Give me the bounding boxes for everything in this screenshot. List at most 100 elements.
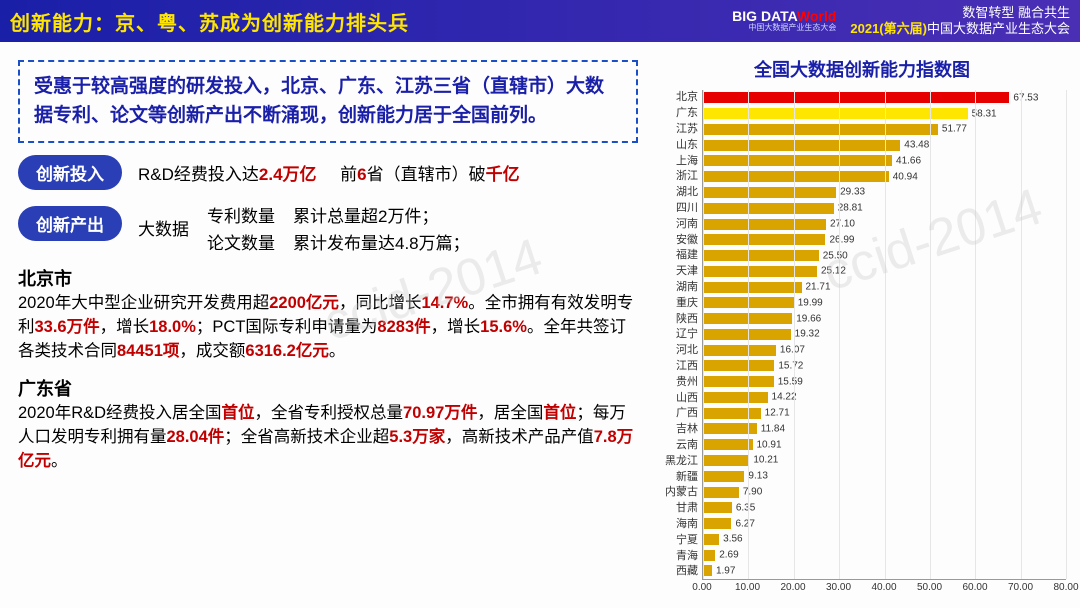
y-label: 辽宁 xyxy=(658,329,698,340)
bar: 25.12 xyxy=(703,266,817,277)
bar-value: 15.72 xyxy=(778,360,803,371)
bar-value: 2.69 xyxy=(719,550,738,561)
bar: 58.31 xyxy=(703,108,968,119)
bar: 40.94 xyxy=(703,171,889,182)
y-label: 上海 xyxy=(658,156,698,167)
bar-value: 21.71 xyxy=(806,282,831,293)
y-label: 海南 xyxy=(658,519,698,530)
y-label: 天津 xyxy=(658,266,698,277)
bar: 15.72 xyxy=(703,360,774,371)
y-label: 江苏 xyxy=(658,124,698,135)
grid-line xyxy=(930,90,931,579)
bar-value: 19.32 xyxy=(795,329,820,340)
conference-info: 数智转型 融合共生 2021(第六届)中国大数据产业生态大会 xyxy=(850,5,1070,38)
bar-value: 15.59 xyxy=(778,376,803,387)
bar: 16.07 xyxy=(703,345,776,356)
y-label: 宁夏 xyxy=(658,535,698,546)
bar-value: 67.53 xyxy=(1013,92,1038,103)
grid-line xyxy=(748,90,749,579)
y-label: 四川 xyxy=(658,203,698,214)
grid-line xyxy=(1021,90,1022,579)
x-tick: 70.00 xyxy=(1008,582,1033,593)
grid-line xyxy=(839,90,840,579)
conf-line1: 数智转型 融合共生 xyxy=(850,5,1070,21)
chart-title: 全国大数据创新能力指数图 xyxy=(658,56,1066,82)
y-label: 内蒙古 xyxy=(658,487,698,498)
innovation-output-row: 创新产出 大数据 专利数量 累计总量超2万件； 论文数量 累计发布量达4.8万篇… xyxy=(18,202,638,254)
bar-value: 28.81 xyxy=(838,203,863,214)
x-tick: 50.00 xyxy=(917,582,942,593)
y-label: 山东 xyxy=(658,140,698,151)
grid-line xyxy=(975,90,976,579)
plot-area: 67.5358.3151.7743.4841.6640.9429.3328.81… xyxy=(702,90,1066,580)
guangdong-desc: 2020年R&D经费投入居全国首位，全省专利授权总量70.97万件，居全国首位；… xyxy=(18,402,638,474)
beijing-name: 北京市 xyxy=(18,266,638,292)
bar: 26.99 xyxy=(703,234,825,245)
y-label: 山西 xyxy=(658,393,698,404)
bar-value: 26.99 xyxy=(829,234,854,245)
slide-title: 创新能力：京、粤、苏成为创新能力排头兵 xyxy=(10,7,409,36)
bar: 51.77 xyxy=(703,124,938,135)
y-label: 云南 xyxy=(658,440,698,451)
bar: 27.10 xyxy=(703,219,826,230)
patent-value: 累计总量超2万件； xyxy=(293,202,470,227)
beijing-block: 北京市 2020年大中型企业研究开发费用超2200亿元，同比增长14.7%。全市… xyxy=(18,266,638,364)
bar: 25.50 xyxy=(703,250,819,261)
bar: 12.71 xyxy=(703,408,761,419)
innovation-input-row: 创新投入 R&D经费投入达2.4万亿 前6省（直辖市）破千亿 xyxy=(18,155,638,190)
bar-value: 25.12 xyxy=(821,266,846,277)
bar-value: 6.35 xyxy=(736,502,755,513)
bar-value: 6.27 xyxy=(735,518,754,529)
x-tick: 20.00 xyxy=(780,582,805,593)
grid-line xyxy=(794,90,795,579)
x-tick: 40.00 xyxy=(871,582,896,593)
main: 受惠于较高强度的研发投入，北京、广东、江苏三省（直辖市）大数据专利、论文等创新产… xyxy=(0,42,1080,608)
y-label: 河北 xyxy=(658,345,698,356)
paper-label: 论文数量 xyxy=(207,229,275,254)
bar: 6.27 xyxy=(703,518,731,529)
grid-line xyxy=(703,90,704,579)
chart: 北京广东江苏山东上海浙江湖北四川河南安徽福建天津湖南重庆陕西辽宁河北江西贵州山西… xyxy=(658,90,1066,580)
grid-line xyxy=(1066,90,1067,579)
header-right: BIG DATAWorld 中国大数据产业生态大会 数智转型 融合共生 2021… xyxy=(732,5,1070,38)
bar: 1.97 xyxy=(703,565,712,576)
bar: 29.33 xyxy=(703,187,836,198)
left-column: 受惠于较高强度的研发投入，北京、广东、江苏三省（直辖市）大数据专利、论文等创新产… xyxy=(0,42,650,608)
guangdong-name: 广东省 xyxy=(18,376,638,402)
bar: 10.91 xyxy=(703,439,753,450)
bar-value: 1.97 xyxy=(716,565,735,576)
summary-box: 受惠于较高强度的研发投入，北京、广东、江苏三省（直辖市）大数据专利、论文等创新产… xyxy=(18,60,638,143)
bar: 43.48 xyxy=(703,140,900,151)
y-label: 江西 xyxy=(658,361,698,372)
pill-output: 创新产出 xyxy=(18,206,122,241)
y-label: 新疆 xyxy=(658,472,698,483)
bar-value: 7.90 xyxy=(743,487,762,498)
slide-header: 创新能力：京、粤、苏成为创新能力排头兵 BIG DATAWorld 中国大数据产… xyxy=(0,0,1080,42)
y-label: 湖北 xyxy=(658,187,698,198)
bar: 28.81 xyxy=(703,203,834,214)
paper-value: 累计发布量达4.8万篇； xyxy=(293,229,470,254)
right-column: 全国大数据创新能力指数图 北京广东江苏山东上海浙江湖北四川河南安徽福建天津湖南重… xyxy=(650,42,1080,608)
bar: 19.32 xyxy=(703,329,791,340)
bar-value: 40.94 xyxy=(893,171,918,182)
y-label: 河南 xyxy=(658,219,698,230)
logo: BIG DATAWorld 中国大数据产业生态大会 xyxy=(732,9,836,33)
bar: 10.21 xyxy=(703,455,749,466)
bar-value: 9.13 xyxy=(748,471,767,482)
output-grid: 大数据 专利数量 累计总量超2万件； 论文数量 累计发布量达4.8万篇； xyxy=(138,202,470,254)
bar-value: 43.48 xyxy=(904,140,929,151)
conf-year: 2021(第六届) xyxy=(850,21,927,36)
y-label: 北京 xyxy=(658,92,698,103)
y-label: 福建 xyxy=(658,250,698,261)
y-label: 青海 xyxy=(658,551,698,562)
x-tick: 60.00 xyxy=(962,582,987,593)
y-label: 甘肃 xyxy=(658,503,698,514)
grid-line xyxy=(885,90,886,579)
bar-value: 11.84 xyxy=(761,423,785,434)
x-tick: 0.00 xyxy=(692,582,711,593)
logo-text-b: World xyxy=(797,8,836,24)
bar-value: 51.77 xyxy=(942,124,967,135)
guangdong-block: 广东省 2020年R&D经费投入居全国首位，全省专利授权总量70.97万件，居全… xyxy=(18,376,638,474)
bar-value: 10.21 xyxy=(753,455,778,466)
bar-value: 25.50 xyxy=(823,250,848,261)
